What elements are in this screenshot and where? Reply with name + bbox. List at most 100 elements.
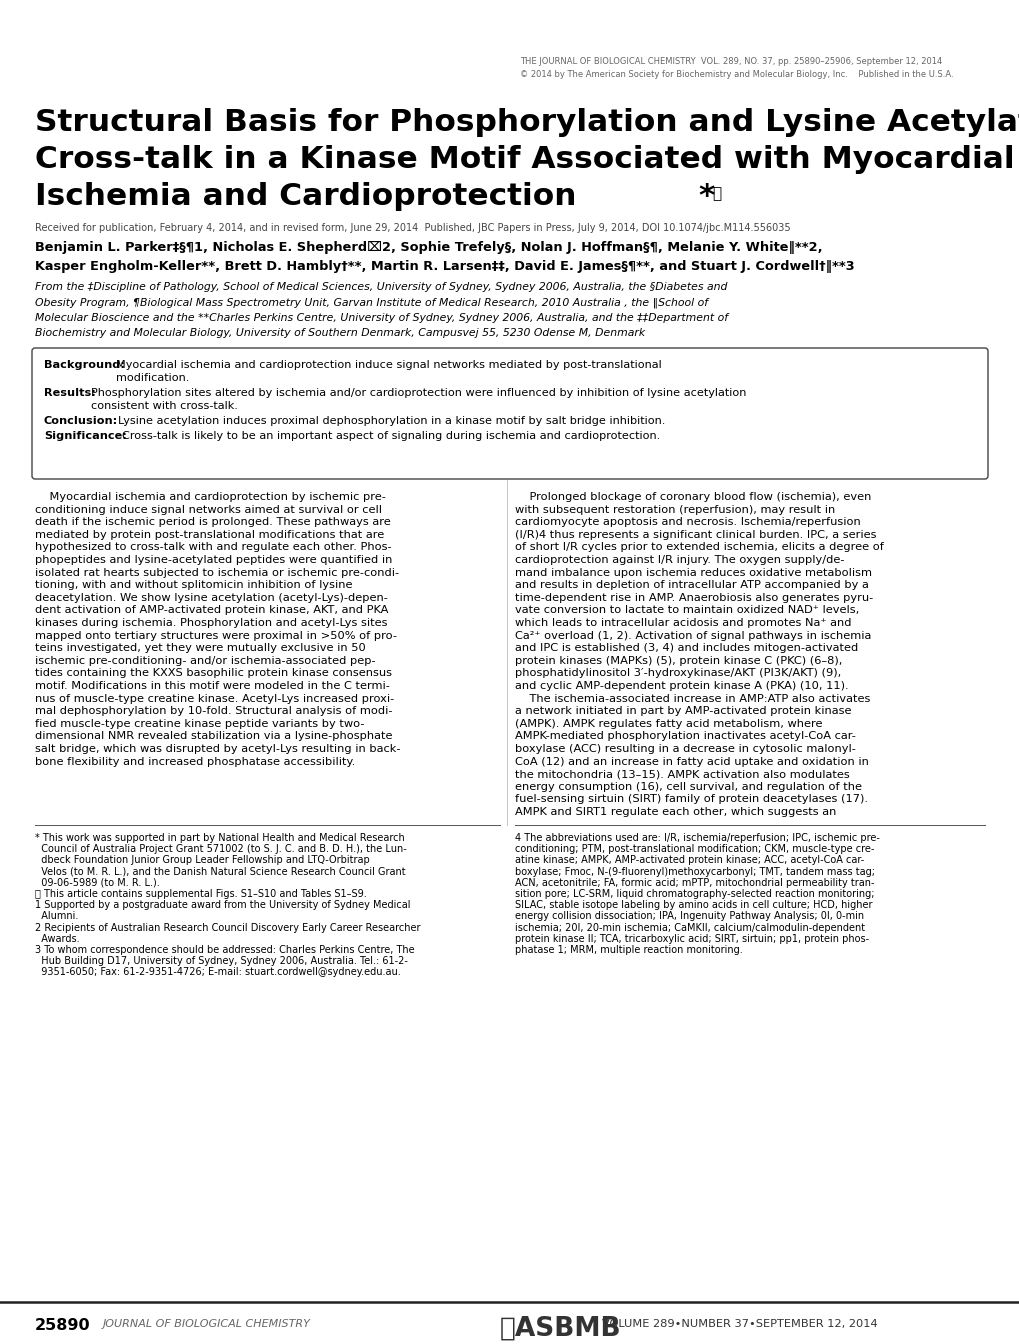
Text: consistent with cross-talk.: consistent with cross-talk. xyxy=(91,401,237,411)
Text: Hub Building D17, University of Sydney, Sydney 2006, Australia. Tel.: 61-2-: Hub Building D17, University of Sydney, … xyxy=(35,956,408,966)
Text: vate conversion to lactate to maintain oxidized NAD⁺ levels,: vate conversion to lactate to maintain o… xyxy=(515,605,858,616)
Text: and cyclic AMP-dependent protein kinase A (PKA) (10, 11).: and cyclic AMP-dependent protein kinase … xyxy=(515,681,848,691)
Text: boxylase (ACC) resulting in a decrease in cytosolic malonyl-: boxylase (ACC) resulting in a decrease i… xyxy=(515,745,855,754)
Text: motif. Modifications in this motif were modeled in the C termi-: motif. Modifications in this motif were … xyxy=(35,681,389,691)
Text: energy consumption (16), cell survival, and regulation of the: energy consumption (16), cell survival, … xyxy=(515,782,861,792)
Text: © 2014 by The American Society for Biochemistry and Molecular Biology, Inc.    P: © 2014 by The American Society for Bioch… xyxy=(520,70,953,79)
Text: dent activation of AMP-activated protein kinase, AKT, and PKA: dent activation of AMP-activated protein… xyxy=(35,605,388,616)
Text: Significance:: Significance: xyxy=(44,431,126,441)
Text: conditioning induce signal networks aimed at survival or cell: conditioning induce signal networks aime… xyxy=(35,504,382,515)
Text: mapped onto tertiary structures were proximal in >50% of pro-: mapped onto tertiary structures were pro… xyxy=(35,630,396,641)
Text: dimensional NMR revealed stabilization via a lysine-phosphate: dimensional NMR revealed stabilization v… xyxy=(35,731,392,742)
Text: cardiomyocyte apoptosis and necrosis. Ischemia/reperfusion: cardiomyocyte apoptosis and necrosis. Is… xyxy=(515,517,860,527)
Text: CoA (12) and an increase in fatty acid uptake and oxidation in: CoA (12) and an increase in fatty acid u… xyxy=(515,757,868,766)
Text: ⓂASBMB: ⓂASBMB xyxy=(499,1316,621,1343)
Text: phatase 1; MRM, multiple reaction monitoring.: phatase 1; MRM, multiple reaction monito… xyxy=(515,945,742,956)
Text: time-dependent rise in AMP. Anaerobiosis also generates pyru-: time-dependent rise in AMP. Anaerobiosis… xyxy=(515,593,872,603)
Text: (I/R)4 thus represents a significant clinical burden. IPC, a series: (I/R)4 thus represents a significant cli… xyxy=(515,530,875,540)
Text: ischemia; 20I, 20-min ischemia; CaMKII, calcium/calmodulin-dependent: ischemia; 20I, 20-min ischemia; CaMKII, … xyxy=(515,922,864,933)
Text: mand imbalance upon ischemia reduces oxidative metabolism: mand imbalance upon ischemia reduces oxi… xyxy=(515,567,871,578)
Text: The ischemia-associated increase in AMP:ATP also activates: The ischemia-associated increase in AMP:… xyxy=(515,694,869,704)
Text: teins investigated, yet they were mutually exclusive in 50: teins investigated, yet they were mutual… xyxy=(35,644,366,653)
Text: Awards.: Awards. xyxy=(35,934,79,943)
Text: nus of muscle-type creatine kinase. Acetyl-Lys increased proxi-: nus of muscle-type creatine kinase. Acet… xyxy=(35,694,394,704)
FancyBboxPatch shape xyxy=(32,348,987,478)
Text: sition pore; LC-SRM, liquid chromatography-selected reaction monitoring;: sition pore; LC-SRM, liquid chromatograp… xyxy=(515,888,873,899)
Text: a network initiated in part by AMP-activated protein kinase: a network initiated in part by AMP-activ… xyxy=(515,706,851,716)
Text: ACN, acetonitrile; FA, formic acid; mPTP, mitochondrial permeability tran-: ACN, acetonitrile; FA, formic acid; mPTP… xyxy=(515,878,873,888)
Text: fied muscle-type creatine kinase peptide variants by two-: fied muscle-type creatine kinase peptide… xyxy=(35,719,364,728)
Text: Ischemia and Cardioprotection: Ischemia and Cardioprotection xyxy=(35,181,576,211)
Text: Results:: Results: xyxy=(44,388,96,398)
Text: phopeptides and lysine-acetylated peptides were quantified in: phopeptides and lysine-acetylated peptid… xyxy=(35,555,392,564)
Text: phosphatidylinositol 3′-hydroxykinase/AKT (PI3K/AKT) (9),: phosphatidylinositol 3′-hydroxykinase/AK… xyxy=(515,668,841,679)
Text: 2 Recipients of Australian Research Council Discovery Early Career Researcher: 2 Recipients of Australian Research Coun… xyxy=(35,922,420,933)
Text: Myocardial ischemia and cardioprotection induce signal networks mediated by post: Myocardial ischemia and cardioprotection… xyxy=(116,360,661,370)
Text: 4 The abbreviations used are: I/R, ischemia/reperfusion; IPC, ischemic pre-: 4 The abbreviations used are: I/R, ische… xyxy=(515,833,879,843)
Text: and IPC is established (3, 4) and includes mitogen-activated: and IPC is established (3, 4) and includ… xyxy=(515,644,857,653)
Text: fuel-sensing sirtuin (SIRT) family of protein deacetylases (17).: fuel-sensing sirtuin (SIRT) family of pr… xyxy=(515,794,867,805)
Text: atine kinase; AMPK, AMP-activated protein kinase; ACC, acetyl-CoA car-: atine kinase; AMPK, AMP-activated protei… xyxy=(515,855,863,866)
Text: kinases during ischemia. Phosphorylation and acetyl-Lys sites: kinases during ischemia. Phosphorylation… xyxy=(35,618,387,628)
Text: isolated rat hearts subjected to ischemia or ischemic pre-condi-: isolated rat hearts subjected to ischemi… xyxy=(35,567,398,578)
Text: protein kinase II; TCA, tricarboxylic acid; SIRT, sirtuin; pp1, protein phos-: protein kinase II; TCA, tricarboxylic ac… xyxy=(515,934,868,943)
Text: THE JOURNAL OF BIOLOGICAL CHEMISTRY  VOL. 289, NO. 37, pp. 25890–25906, Septembe: THE JOURNAL OF BIOLOGICAL CHEMISTRY VOL.… xyxy=(520,56,942,66)
Text: *: * xyxy=(697,181,713,211)
Text: ischemic pre-conditioning- and/or ischemia-associated pep-: ischemic pre-conditioning- and/or ischem… xyxy=(35,656,375,665)
Text: Myocardial ischemia and cardioprotection by ischemic pre-: Myocardial ischemia and cardioprotection… xyxy=(35,492,385,503)
Text: cardioprotection against I/R injury. The oxygen supply/de-: cardioprotection against I/R injury. The… xyxy=(515,555,844,564)
Text: mal dephosphorylation by 10-fold. Structural analysis of modi-: mal dephosphorylation by 10-fold. Struct… xyxy=(35,706,392,716)
Text: which leads to intracellular acidosis and promotes Na⁺ and: which leads to intracellular acidosis an… xyxy=(515,618,851,628)
Text: Ⓢ: Ⓢ xyxy=(711,185,720,202)
Text: Alumni.: Alumni. xyxy=(35,911,78,922)
Text: Cross-talk in a Kinase Motif Associated with Myocardial: Cross-talk in a Kinase Motif Associated … xyxy=(35,145,1014,173)
Text: Cross-talk is likely to be an important aspect of signaling during ischemia and : Cross-talk is likely to be an important … xyxy=(122,431,659,441)
Text: bone flexibility and increased phosphatase accessibility.: bone flexibility and increased phosphata… xyxy=(35,757,355,766)
Text: Kasper Engholm-Keller**, Brett D. Hambly†**, Martin R. Larsen‡‡, David E. James§: Kasper Engholm-Keller**, Brett D. Hambly… xyxy=(35,259,854,273)
Text: with subsequent restoration (reperfusion), may result in: with subsequent restoration (reperfusion… xyxy=(515,504,835,515)
Text: VOLUME 289•NUMBER 37•SEPTEMBER 12, 2014: VOLUME 289•NUMBER 37•SEPTEMBER 12, 2014 xyxy=(601,1318,876,1329)
Text: 25890: 25890 xyxy=(35,1318,91,1333)
Text: Structural Basis for Phosphorylation and Lysine Acetylation: Structural Basis for Phosphorylation and… xyxy=(35,108,1019,137)
Text: salt bridge, which was disrupted by acetyl-Lys resulting in back-: salt bridge, which was disrupted by acet… xyxy=(35,745,400,754)
Text: tioning, with and without splitomicin inhibition of lysine: tioning, with and without splitomicin in… xyxy=(35,581,353,590)
Text: energy collision dissociation; IPA, Ingenuity Pathway Analysis; 0I, 0-min: energy collision dissociation; IPA, Inge… xyxy=(515,911,863,922)
Text: Prolonged blockage of coronary blood flow (ischemia), even: Prolonged blockage of coronary blood flo… xyxy=(515,492,870,503)
Text: modification.: modification. xyxy=(116,374,190,383)
Text: From the ‡Discipline of Pathology, School of Medical Sciences, University of Syd: From the ‡Discipline of Pathology, Schoo… xyxy=(35,282,727,292)
Text: of short I/R cycles prior to extended ischemia, elicits a degree of: of short I/R cycles prior to extended is… xyxy=(515,543,883,552)
Text: Molecular Bioscience and the **Charles Perkins Centre, University of Sydney, Syd: Molecular Bioscience and the **Charles P… xyxy=(35,313,728,323)
Text: Background:: Background: xyxy=(44,360,124,370)
Text: dbeck Foundation Junior Group Leader Fellowship and LTQ-Orbitrap: dbeck Foundation Junior Group Leader Fel… xyxy=(35,855,370,866)
Text: 1 Supported by a postgraduate award from the University of Sydney Medical: 1 Supported by a postgraduate award from… xyxy=(35,900,410,910)
Text: mediated by protein post-translational modifications that are: mediated by protein post-translational m… xyxy=(35,530,384,540)
Text: Benjamin L. Parker‡§¶1, Nicholas E. Shepherd⌧2, Sophie Trefely§, Nolan J. Hoffma: Benjamin L. Parker‡§¶1, Nicholas E. Shep… xyxy=(35,241,821,254)
Text: tides containing the KXXS basophilic protein kinase consensus: tides containing the KXXS basophilic pro… xyxy=(35,668,391,679)
Text: Obesity Program, ¶Biological Mass Spectrometry Unit, Garvan Institute of Medical: Obesity Program, ¶Biological Mass Spectr… xyxy=(35,297,707,308)
Text: and results in depletion of intracellular ATP accompanied by a: and results in depletion of intracellula… xyxy=(515,581,868,590)
Text: 09-06-5989 (to M. R. L.).: 09-06-5989 (to M. R. L.). xyxy=(35,878,160,888)
Text: * This work was supported in part by National Health and Medical Research: * This work was supported in part by Nat… xyxy=(35,833,405,843)
Text: hypothesized to cross-talk with and regulate each other. Phos-: hypothesized to cross-talk with and regu… xyxy=(35,543,391,552)
Text: boxylase; Fmoc, N-(9-fluorenyl)methoxycarbonyl; TMT, tandem mass tag;: boxylase; Fmoc, N-(9-fluorenyl)methoxyca… xyxy=(515,867,874,876)
Text: 9351-6050; Fax: 61-2-9351-4726; E-mail: stuart.cordwell@sydney.edu.au.: 9351-6050; Fax: 61-2-9351-4726; E-mail: … xyxy=(35,968,400,977)
Text: JOURNAL OF BIOLOGICAL CHEMISTRY: JOURNAL OF BIOLOGICAL CHEMISTRY xyxy=(103,1318,311,1329)
Text: Lysine acetylation induces proximal dephosphorylation in a kinase motif by salt : Lysine acetylation induces proximal deph… xyxy=(118,417,664,426)
Text: Phosphorylation sites altered by ischemia and/or cardioprotection were influence: Phosphorylation sites altered by ischemi… xyxy=(91,388,746,398)
Text: the mitochondria (13–15). AMPK activation also modulates: the mitochondria (13–15). AMPK activatio… xyxy=(515,769,849,780)
Text: Ca²⁺ overload (1, 2). Activation of signal pathways in ischemia: Ca²⁺ overload (1, 2). Activation of sign… xyxy=(515,630,870,641)
Text: Council of Australia Project Grant 571002 (to S. J. C. and B. D. H.), the Lun-: Council of Australia Project Grant 57100… xyxy=(35,844,407,855)
Text: Biochemistry and Molecular Biology, University of Southern Denmark, Campusvej 55: Biochemistry and Molecular Biology, Univ… xyxy=(35,328,644,339)
Text: death if the ischemic period is prolonged. These pathways are: death if the ischemic period is prolonge… xyxy=(35,517,390,527)
Text: 3 To whom correspondence should be addressed: Charles Perkins Centre, The: 3 To whom correspondence should be addre… xyxy=(35,945,414,956)
Text: Received for publication, February 4, 2014, and in revised form, June 29, 2014  : Received for publication, February 4, 20… xyxy=(35,223,790,233)
Text: AMPK-mediated phosphorylation inactivates acetyl-CoA car-: AMPK-mediated phosphorylation inactivate… xyxy=(515,731,855,742)
Text: Conclusion:: Conclusion: xyxy=(44,417,118,426)
Text: deacetylation. We show lysine acetylation (acetyl-Lys)-depen-: deacetylation. We show lysine acetylatio… xyxy=(35,593,387,603)
Text: (AMPK). AMPK regulates fatty acid metabolism, where: (AMPK). AMPK regulates fatty acid metabo… xyxy=(515,719,821,728)
Text: SILAC, stable isotope labeling by amino acids in cell culture; HCD, higher: SILAC, stable isotope labeling by amino … xyxy=(515,900,871,910)
Text: protein kinases (MAPKs) (5), protein kinase C (PKC) (6–8),: protein kinases (MAPKs) (5), protein kin… xyxy=(515,656,842,665)
Text: Ⓢ This article contains supplemental Figs. S1–S10 and Tables S1–S9.: Ⓢ This article contains supplemental Fig… xyxy=(35,888,367,899)
Text: conditioning; PTM, post-translational modification; CKM, muscle-type cre-: conditioning; PTM, post-translational mo… xyxy=(515,844,873,855)
Text: AMPK and SIRT1 regulate each other, which suggests an: AMPK and SIRT1 regulate each other, whic… xyxy=(515,806,836,817)
